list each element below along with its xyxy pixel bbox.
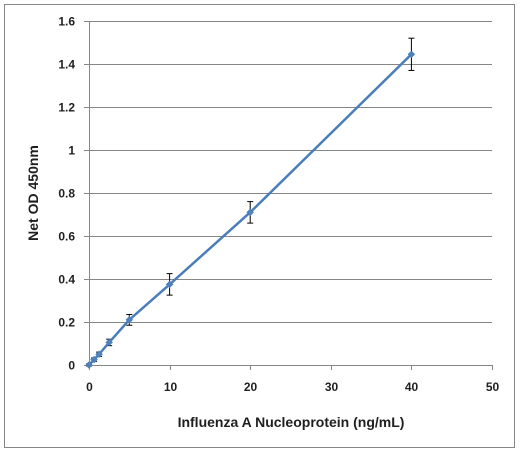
- y-tick-label: 0.8: [58, 187, 75, 201]
- data-point: [165, 280, 174, 289]
- y-tick-label: 1: [68, 144, 75, 158]
- data-point: [85, 361, 93, 369]
- data-point: [246, 208, 255, 217]
- y-tick-label: 0.4: [58, 273, 75, 287]
- error-bars: [86, 37, 415, 367]
- y-tick-label: 1.6: [58, 15, 75, 29]
- grid-lines: [89, 21, 492, 323]
- y-tick-label: 1.4: [58, 58, 75, 72]
- data-markers: [85, 50, 416, 369]
- y-axis-title: Net OD 450nm: [25, 145, 41, 241]
- x-axis-title: Influenza A Nucleoprotein (ng/mL): [178, 414, 405, 430]
- y-tick-label: 0: [68, 359, 75, 373]
- x-tick-label: 40: [405, 380, 419, 394]
- data-point: [105, 338, 114, 347]
- x-tick-label: 20: [244, 380, 258, 394]
- axes: [84, 21, 493, 370]
- data-point: [125, 315, 134, 324]
- x-tick-label: 10: [164, 380, 178, 394]
- x-tick-label: 50: [486, 380, 500, 394]
- y-tick-label: 1.2: [58, 101, 75, 115]
- y-tick-label: 0.6: [58, 230, 75, 244]
- y-axis-ticks: 0 0.2 0.4 0.6 0.8 1 1.2 1.4 1.6: [58, 15, 75, 373]
- data-point: [90, 355, 98, 364]
- x-axis-ticks: 0 10 20 30 40 50: [86, 380, 499, 394]
- y-tick-label: 0.2: [58, 316, 75, 330]
- data-point: [407, 50, 416, 59]
- x-tick-label: 0: [86, 380, 93, 394]
- data-point: [95, 350, 103, 359]
- x-tick-label: 30: [325, 380, 339, 394]
